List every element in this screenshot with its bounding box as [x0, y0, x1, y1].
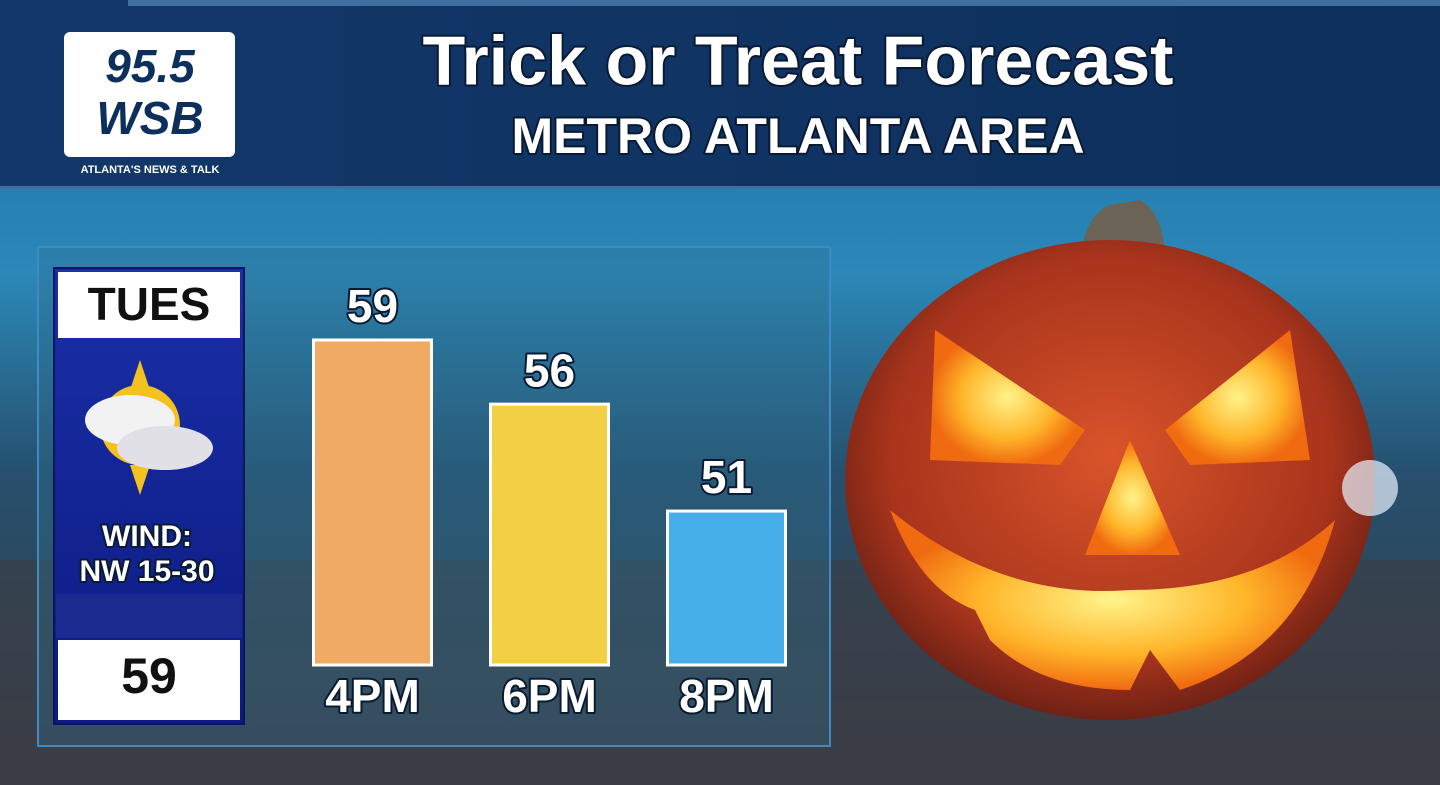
category-label: 4PM: [325, 670, 420, 722]
chart-subtitle: METRO ATLANTA AREA: [511, 108, 1084, 164]
value-label: 59: [347, 280, 398, 332]
value-label: 51: [701, 451, 752, 503]
logo-name: WSB: [96, 92, 203, 144]
pumpkin-nose: [1085, 440, 1180, 555]
day-box: [58, 272, 240, 338]
sun-ray: [130, 465, 150, 495]
logo-box: [64, 32, 235, 157]
pumpkin-eye: [1165, 330, 1310, 465]
header-rule: [0, 186, 1440, 189]
value-label: 56: [524, 344, 575, 396]
high-temp: 59: [121, 648, 177, 704]
bar: [312, 338, 433, 667]
bar: [666, 509, 787, 667]
pumpkin-eye: [930, 330, 1085, 465]
header-band: [0, 0, 1440, 188]
sun-ray: [130, 360, 150, 390]
wind-value: NW 15-30: [79, 555, 214, 588]
category-label: 6PM: [502, 670, 597, 722]
wind-label: WIND:: [102, 520, 192, 553]
logo-tagline: ATLANTA'S NEWS & TALK: [81, 164, 220, 176]
card-band: [56, 594, 242, 638]
category-label: 8PM: [679, 670, 774, 722]
cloud: [117, 426, 213, 470]
logo-number: 95.5: [105, 40, 196, 92]
weather-icon: [85, 360, 213, 495]
light: [1342, 460, 1398, 516]
chart-title: Trick or Treat Forecast: [423, 21, 1174, 99]
high-box: [58, 640, 240, 720]
day-label: TUES: [88, 278, 211, 330]
pumpkin: [845, 200, 1398, 720]
bar: [489, 402, 610, 667]
pumpkin-mouth: [890, 510, 1335, 690]
header-stripe: [128, 0, 1440, 6]
